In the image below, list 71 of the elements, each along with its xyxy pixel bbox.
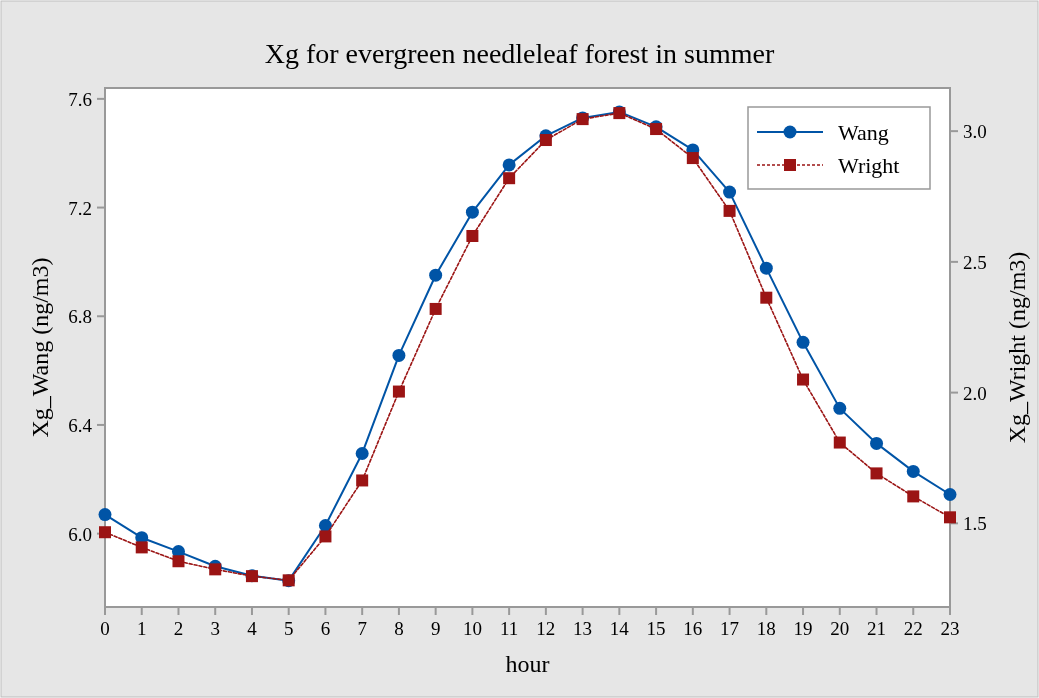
x-tick-label: 18 — [756, 618, 776, 639]
point — [759, 261, 773, 275]
point — [797, 373, 810, 386]
x-tick-label: 11 — [499, 618, 519, 639]
x-tick-label: 17 — [720, 618, 740, 639]
y-tick-label: 6.4 — [68, 414, 93, 436]
point — [503, 172, 516, 185]
point — [429, 268, 443, 282]
x-tick-label: 0 — [100, 618, 110, 639]
x-tick-label: 2 — [173, 618, 184, 639]
x-tick-label: 4 — [247, 618, 258, 639]
x-tick-label: 22 — [903, 618, 923, 639]
x-tick-label: 1 — [136, 618, 147, 639]
y2-axis-title: Xg_Wright (ng/m3) — [1004, 251, 1030, 444]
x-tick-label: 16 — [683, 618, 703, 639]
y-tick-label: 6.8 — [68, 306, 92, 328]
y-tick-label: 7.6 — [68, 88, 92, 110]
x-tick-label: 10 — [462, 618, 482, 639]
point — [906, 464, 920, 478]
point — [907, 490, 920, 503]
x-tick-label: 15 — [646, 618, 666, 639]
x-tick-label: 13 — [573, 618, 593, 639]
point — [466, 229, 479, 242]
point — [760, 291, 773, 304]
point — [356, 474, 369, 487]
point — [723, 185, 737, 199]
point — [833, 436, 846, 449]
point — [943, 488, 957, 502]
y2-tick-label: 2.5 — [963, 251, 987, 273]
y2-tick-label: 1.5 — [963, 513, 987, 535]
y2-tick-label: 2.0 — [963, 382, 987, 404]
point — [429, 302, 442, 315]
legend-label: Wang — [838, 120, 889, 145]
x-tick-label: 19 — [793, 618, 813, 639]
x-tick-label: 6 — [320, 618, 331, 639]
point — [870, 467, 883, 480]
chart-title: Xg for evergreen needleleaf forest in summer — [264, 38, 775, 69]
point — [172, 555, 185, 568]
point — [392, 385, 405, 398]
legend-label: Wright — [838, 153, 900, 178]
point — [833, 401, 847, 415]
x-tick-label: 14 — [609, 618, 630, 639]
point — [539, 134, 552, 147]
point — [870, 436, 884, 450]
x-tick-label: 9 — [430, 618, 441, 639]
x-tick-label: 20 — [830, 618, 850, 639]
point — [796, 335, 810, 349]
x-tick-label: 3 — [210, 618, 220, 639]
y-tick-label: 6.0 — [68, 523, 92, 545]
x-tick-label: 7 — [357, 618, 367, 639]
x-tick-label: 5 — [283, 618, 294, 639]
x-tick-label: 23 — [940, 618, 960, 639]
point — [319, 530, 332, 543]
point — [686, 152, 699, 165]
x-axis-title: hour — [505, 651, 550, 677]
point — [355, 446, 369, 460]
y-axis-title: Xg_Wang (ng/m3) — [27, 257, 53, 438]
x-tick-label: 8 — [394, 618, 404, 639]
point — [98, 508, 112, 522]
point — [465, 205, 479, 219]
point — [944, 511, 956, 524]
x-tick-label: 21 — [867, 618, 887, 639]
point — [723, 204, 736, 217]
point — [502, 158, 516, 172]
point — [135, 541, 148, 554]
y-tick-label: 7.2 — [68, 197, 92, 219]
y2-tick-label: 3.0 — [963, 121, 987, 143]
point — [209, 563, 222, 576]
x-tick-label: 12 — [536, 618, 556, 639]
point — [392, 348, 406, 362]
point — [99, 526, 111, 539]
